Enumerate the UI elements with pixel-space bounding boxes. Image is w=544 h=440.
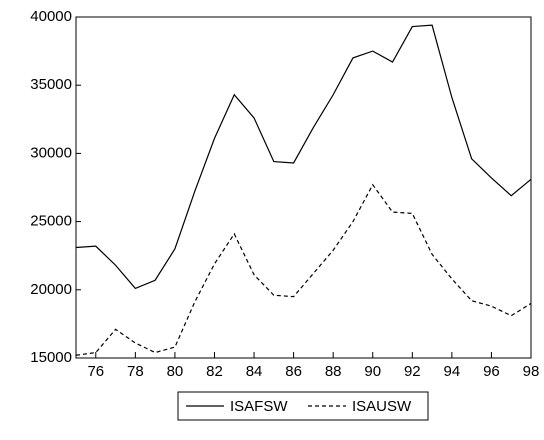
x-tick-label: 86: [285, 363, 302, 380]
y-tick-label: 25000: [30, 213, 72, 230]
x-tick-label: 92: [404, 363, 421, 380]
legend-box: [177, 391, 429, 421]
x-tick-label: 78: [127, 363, 144, 380]
x-tick-label: 80: [167, 363, 184, 380]
legend-label: ISAUSW: [352, 398, 412, 415]
series-line: [75, 24, 532, 290]
series-line: [75, 183, 532, 356]
x-tick-label: 84: [246, 363, 263, 380]
x-tick-label: 90: [364, 363, 381, 380]
y-tick-label: 35000: [30, 76, 72, 93]
y-tick-label: 20000: [30, 281, 72, 298]
y-tick-label: 40000: [30, 8, 72, 25]
y-tick-label: 30000: [30, 144, 72, 161]
legend: ISAFSW ISAUSW: [177, 391, 429, 421]
y-tick-label: 15000: [30, 349, 72, 366]
x-tick-label: 82: [206, 363, 223, 380]
x-tick-label: 88: [325, 363, 342, 380]
x-tick-label: 98: [523, 363, 540, 380]
x-tick-label: 76: [87, 363, 104, 380]
legend-label: ISAFSW: [230, 398, 288, 415]
x-tick-label: 96: [483, 363, 500, 380]
x-tick-label: 94: [444, 363, 461, 380]
plot-frame: [75, 16, 532, 359]
